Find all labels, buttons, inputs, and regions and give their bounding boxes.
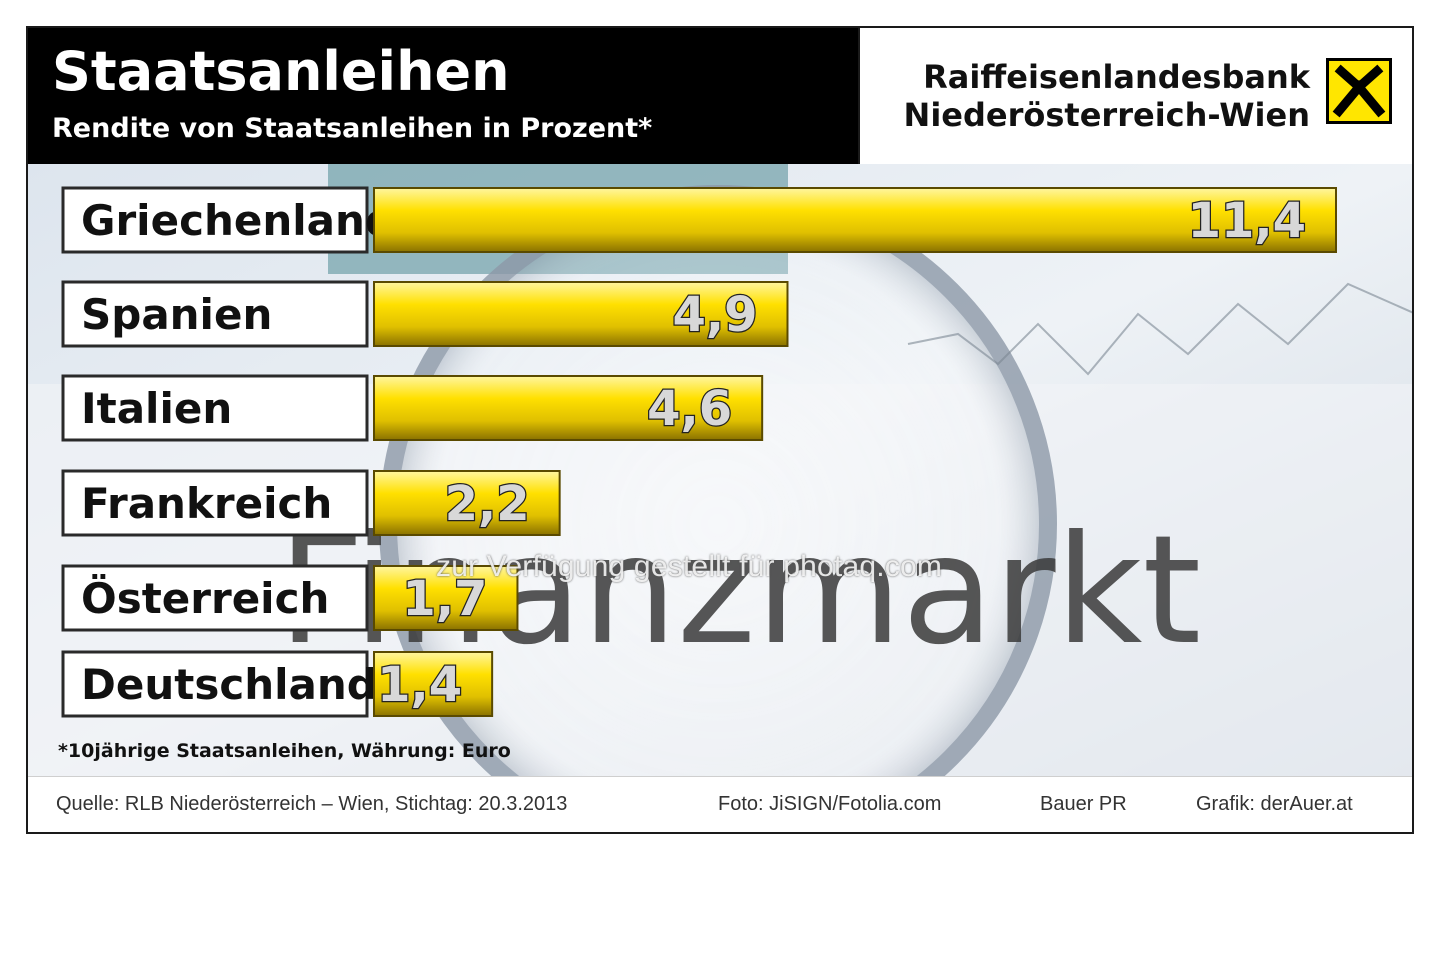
bar bbox=[373, 651, 494, 717]
footer-graphic-credit: Grafik: derAuer.at bbox=[1196, 793, 1353, 815]
bar bbox=[373, 187, 1337, 253]
category-label: Österreich bbox=[81, 573, 329, 623]
chart-row: Italien 4,6 bbox=[61, 374, 764, 442]
footnote: *10jährige Staatsanleihen, Währung: Euro bbox=[58, 740, 511, 762]
chart-row: Griechenland 11,4 bbox=[61, 186, 1337, 254]
footer: Quelle: RLB Niederösterreich – Wien, Sti… bbox=[28, 776, 1412, 832]
category-label-box bbox=[61, 650, 369, 718]
bar-value-label: 1,4 bbox=[377, 657, 462, 713]
bar bbox=[373, 281, 789, 347]
category-label-box bbox=[61, 374, 369, 442]
bar-value-label: 1,7 bbox=[402, 571, 487, 627]
bar-value-label: 11,4 bbox=[1188, 193, 1306, 249]
bar-value-label: 4,9 bbox=[672, 287, 757, 343]
chart-row: Spanien 4,9 bbox=[61, 280, 789, 348]
bank-name-line2: Niederösterreich-Wien bbox=[903, 96, 1310, 134]
footer-agency: Bauer PR bbox=[1040, 793, 1127, 815]
category-label: Griechenland bbox=[81, 196, 395, 245]
footer-photo-credit: Foto: JiSIGN/Fotolia.com bbox=[718, 793, 942, 815]
bar bbox=[373, 470, 561, 536]
category-label-box bbox=[61, 469, 369, 537]
chart-row: Frankreich 2,2 bbox=[61, 469, 561, 537]
bank-name-line1: Raiffeisenlandesbank bbox=[923, 58, 1310, 96]
bar-value-label: 4,6 bbox=[647, 381, 732, 437]
bar bbox=[373, 565, 519, 631]
header-bar: Staatsanleihen Rendite von Staatsanleihe… bbox=[28, 28, 858, 164]
category-label-box bbox=[61, 564, 369, 632]
bank-name: Raiffeisenlandesbank Niederösterreich-Wi… bbox=[904, 58, 1310, 134]
page-title: Staatsanleihen bbox=[52, 40, 510, 103]
page-subtitle: Rendite von Staatsanleihen in Prozent* bbox=[52, 113, 653, 144]
footer-source: Quelle: RLB Niederösterreich – Wien, Sti… bbox=[56, 793, 568, 815]
category-label-box bbox=[61, 280, 369, 348]
raiffeisen-gable-cross-icon bbox=[1326, 58, 1392, 124]
bar-chart: Griechenland 11,4 Spanien 4,9 Italien 4,6 Fran… bbox=[61, 186, 1337, 718]
category-label: Spanien bbox=[81, 290, 272, 339]
category-label-box bbox=[61, 186, 369, 254]
bar-value-label: 2,2 bbox=[445, 476, 530, 532]
bar bbox=[373, 375, 764, 441]
category-label: Frankreich bbox=[81, 479, 332, 528]
infographic-frame: Finanzmarkt Staatsanleihen Rendite von S… bbox=[26, 26, 1414, 834]
background-photo: Finanzmarkt bbox=[28, 164, 1412, 832]
watermark: zur Verfügung gestellt für photaq.com bbox=[436, 550, 943, 583]
bank-logo-area: Raiffeisenlandesbank Niederösterreich-Wi… bbox=[858, 28, 1412, 164]
category-label: Italien bbox=[81, 384, 232, 433]
category-label: Deutschland bbox=[81, 660, 377, 709]
chart-row: Österreich 1,7 bbox=[61, 564, 519, 632]
chart-row: Deutschland 1,4 bbox=[61, 650, 494, 718]
